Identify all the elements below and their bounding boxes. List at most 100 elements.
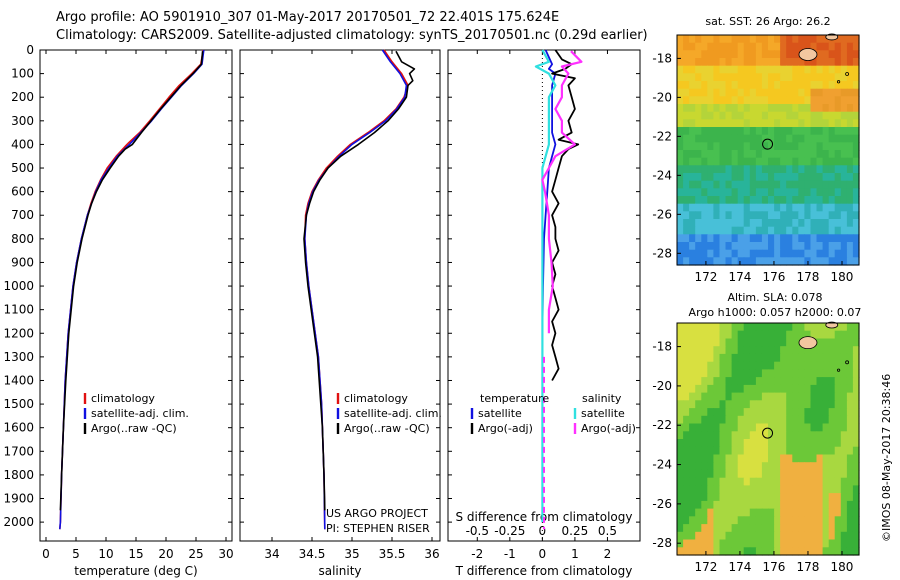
map-cell xyxy=(749,454,757,463)
map-cell xyxy=(725,104,733,113)
map-cell xyxy=(707,211,714,220)
map-cell xyxy=(834,431,842,440)
map-cell xyxy=(810,392,818,401)
map-cell xyxy=(846,150,854,159)
map-cell xyxy=(761,462,769,471)
map-cell xyxy=(725,469,733,479)
map-cell xyxy=(731,462,739,471)
map-cell xyxy=(695,330,702,339)
map-cell xyxy=(810,242,818,251)
map-cell xyxy=(852,446,860,455)
map-cell xyxy=(834,500,842,510)
map-cell xyxy=(677,493,684,502)
map-cell xyxy=(798,65,805,74)
map-cell xyxy=(798,377,805,386)
x-tick-label: 30 xyxy=(218,547,233,561)
map-cell xyxy=(731,188,739,197)
map-cell xyxy=(798,150,805,159)
map-cell xyxy=(707,234,714,243)
map-cell xyxy=(689,469,696,479)
map-cell xyxy=(761,423,769,432)
map-cell xyxy=(683,508,690,517)
map-cell xyxy=(786,423,793,432)
map-cell xyxy=(822,157,830,166)
y-tick-label: 1900 xyxy=(3,492,34,506)
map-cell xyxy=(852,50,860,59)
map-cell xyxy=(834,330,842,339)
map-cell xyxy=(719,485,727,494)
map-cell xyxy=(768,219,775,228)
map-cell xyxy=(695,323,702,332)
map-cell xyxy=(725,408,733,417)
map-cell xyxy=(816,150,824,159)
map-cell xyxy=(852,400,860,409)
map-cell xyxy=(737,353,745,363)
map-cell xyxy=(683,119,690,128)
map-cell xyxy=(689,493,696,502)
map-cell xyxy=(683,539,690,548)
map-cell xyxy=(816,104,824,113)
y-tick-label: -26 xyxy=(652,497,672,511)
map-cell xyxy=(798,500,805,510)
map-cell xyxy=(846,88,854,97)
map-cell xyxy=(846,539,854,548)
map-cell xyxy=(713,196,721,205)
map-cell xyxy=(822,361,830,370)
map-cell xyxy=(810,423,818,432)
map-cell xyxy=(828,377,836,386)
map-cell xyxy=(786,408,793,417)
map-cell xyxy=(798,400,805,409)
map-cell xyxy=(761,408,769,417)
map-cell xyxy=(707,142,714,151)
map-cell xyxy=(761,323,769,332)
map-cell xyxy=(749,88,757,97)
map-cell xyxy=(828,226,836,235)
map-cell xyxy=(761,88,769,97)
map-cell xyxy=(761,493,769,502)
map-cell xyxy=(816,173,824,182)
map-cell xyxy=(677,446,684,455)
map-cell xyxy=(761,150,769,159)
map-cell xyxy=(816,415,824,425)
map-cell xyxy=(695,516,702,525)
map-cell xyxy=(707,531,714,541)
map-cell xyxy=(743,400,751,409)
series-line-s-satellite xyxy=(534,49,557,523)
map-cell xyxy=(707,180,714,189)
map-cell xyxy=(798,257,805,266)
map-cell xyxy=(755,338,763,347)
x-tick-label: 25 xyxy=(188,547,203,561)
map-cell xyxy=(846,50,854,59)
map-cell xyxy=(804,377,812,386)
map-cell xyxy=(743,369,751,378)
map-cell xyxy=(695,203,702,212)
map-cell xyxy=(677,73,684,82)
map-cell xyxy=(822,415,830,425)
map-cell xyxy=(816,81,824,90)
map-cell xyxy=(768,196,775,205)
map-cell xyxy=(840,392,848,401)
map-cell xyxy=(852,234,860,243)
map-cell xyxy=(780,500,787,510)
map-cell xyxy=(731,219,739,228)
map-cell xyxy=(798,104,805,113)
map-cell xyxy=(689,203,696,212)
map-cell xyxy=(774,42,781,51)
map-cell xyxy=(852,88,860,97)
y-tick-label: 1100 xyxy=(3,303,34,317)
map-cell xyxy=(743,392,751,401)
map-cell xyxy=(768,423,775,432)
y-tick-label: -18 xyxy=(652,340,672,354)
map-cell xyxy=(804,219,812,228)
map-cell xyxy=(683,408,690,417)
map-cell xyxy=(804,211,812,220)
map-cell xyxy=(713,508,721,517)
map-cell xyxy=(701,211,708,220)
map-cell xyxy=(737,539,745,548)
x-tick-label: 20 xyxy=(158,547,173,561)
map-cell xyxy=(852,469,860,479)
map-cell xyxy=(743,493,751,502)
map-cell xyxy=(774,485,781,494)
map-cell xyxy=(683,330,690,339)
map-cell xyxy=(816,35,824,44)
